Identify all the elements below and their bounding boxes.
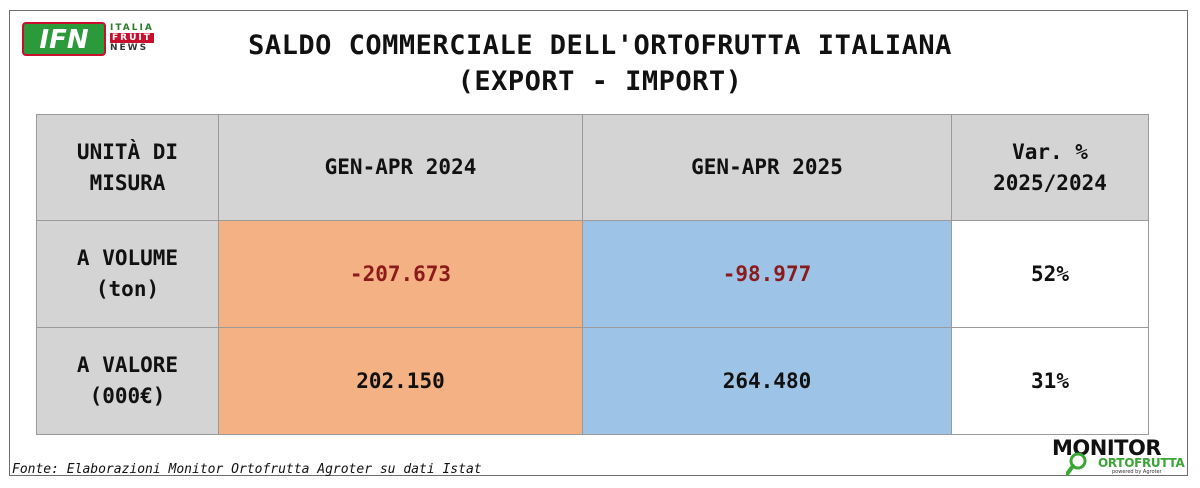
logo-line-news: NEWS <box>110 43 149 53</box>
table-header-row: UNITÀ DI MISURA GEN-APR 2024 GEN-APR 202… <box>36 114 1149 221</box>
row-label-line1: A VOLUME <box>76 246 179 270</box>
ifn-logo-side: ITALIA FRUIT NEWS <box>110 23 154 53</box>
logo-line-italia: ITALIA <box>110 23 154 33</box>
magnifier-icon <box>1066 452 1087 476</box>
ifn-logo-text: IFN <box>39 25 89 55</box>
table-row: A VOLUME (ton) -207.673 -98.977 52% <box>36 220 1149 328</box>
cell-volume-var: 52% <box>951 220 1149 328</box>
header-period-2025: GEN-APR 2025 <box>582 114 952 221</box>
header-unit-line2: MISURA <box>89 170 166 195</box>
row-label-line1: A VALORE <box>76 353 179 377</box>
header-var-line2: 2025/2024 <box>993 170 1107 195</box>
header-var: Var. % 2025/2024 <box>951 114 1149 221</box>
cell-volume-2024: -207.673 <box>218 220 583 328</box>
cell-value-2024: 202.150 <box>218 327 583 435</box>
row-label-line2: (ton) <box>95 277 160 301</box>
row-label-value: A VALORE (000€) <box>36 327 219 435</box>
header-unit-line1: UNITÀ DI <box>76 139 179 164</box>
cell-volume-2025: -98.977 <box>582 220 952 328</box>
monitor-logo-word: MONITOR <box>1052 436 1162 460</box>
page-title: SALDO COMMERCIALE DELL'ORTOFRUTTA ITALIA… <box>248 30 952 61</box>
ifn-logo-mark: IFN <box>22 22 106 56</box>
monitor-ortofrutta-logo: MONITOR ORTOFRUTTA powered by Agroter <box>1052 436 1185 476</box>
source-note: Fonte: Elaborazioni Monitor Ortofrutta A… <box>12 462 482 477</box>
table-row: A VALORE (000€) 202.150 264.480 31% <box>36 327 1149 435</box>
header-unit: UNITÀ DI MISURA <box>36 114 219 221</box>
logo-line-fruit: FRUIT <box>110 33 154 43</box>
ortofrutta-logo-word: ORTOFRUTTA <box>1098 456 1185 470</box>
row-label-line2: (000€) <box>89 384 166 408</box>
monitor-logo-tagline: powered by Agroter <box>1112 469 1162 475</box>
header-period-2024: GEN-APR 2024 <box>218 114 583 221</box>
trade-balance-table: UNITÀ DI MISURA GEN-APR 2024 GEN-APR 202… <box>36 114 1149 435</box>
page-subtitle: (EXPORT - IMPORT) <box>457 66 743 97</box>
cell-value-var: 31% <box>951 327 1149 435</box>
cell-value-2025: 264.480 <box>582 327 952 435</box>
row-label-volume: A VOLUME (ton) <box>36 220 219 328</box>
ifn-logo: IFN ITALIA FRUIT NEWS <box>22 22 172 56</box>
header-var-line1: Var. % <box>1012 139 1088 164</box>
